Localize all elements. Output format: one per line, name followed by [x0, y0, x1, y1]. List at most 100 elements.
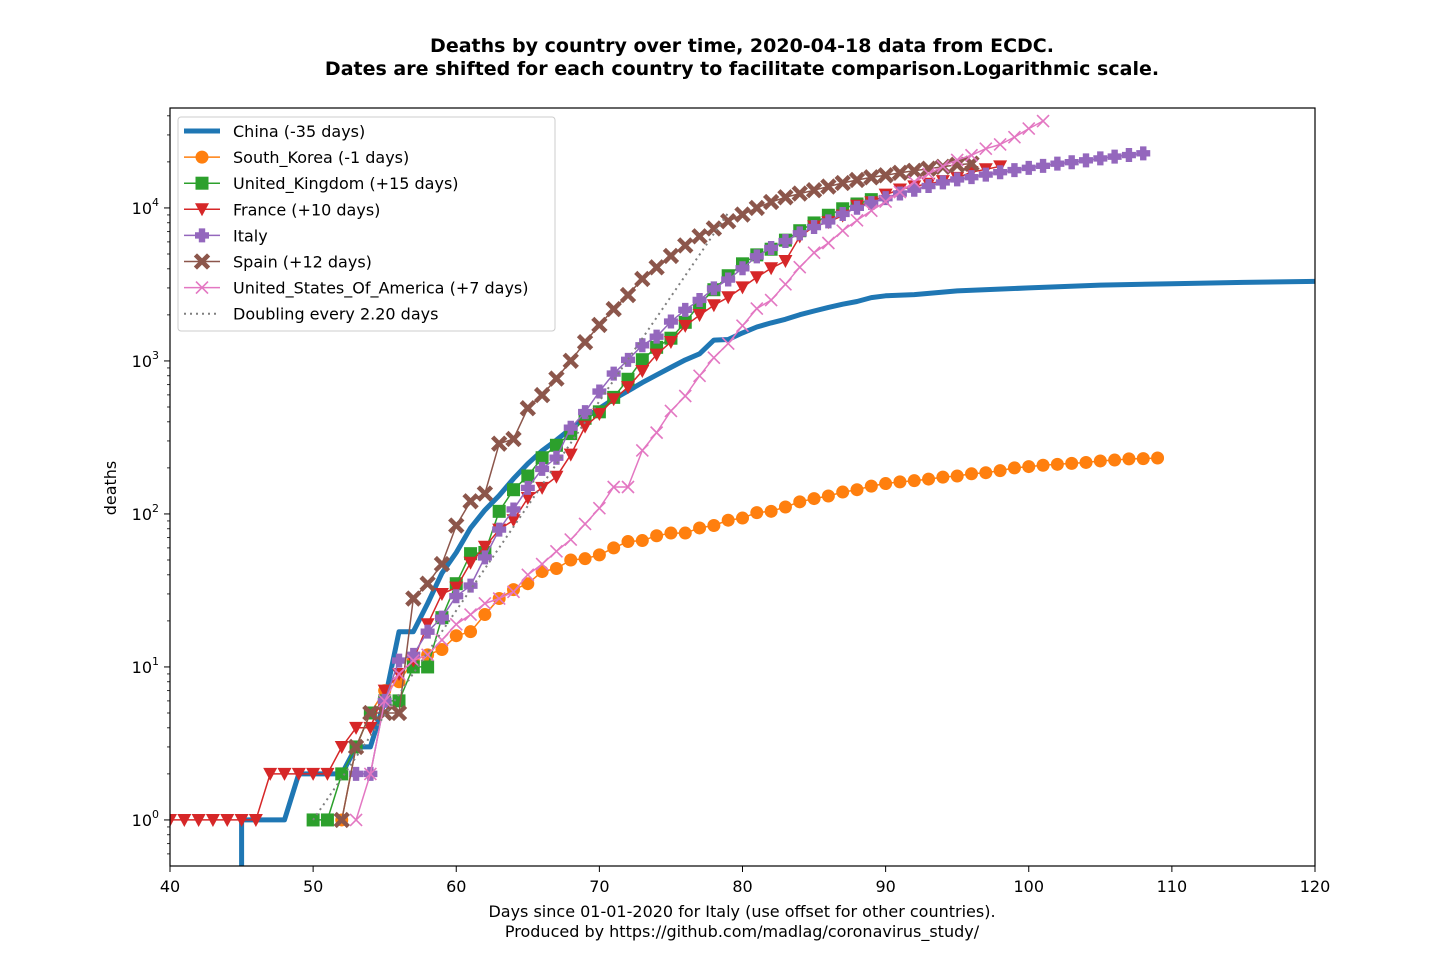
series-4-point-32 [807, 220, 822, 235]
series-6-point-1 [363, 767, 377, 781]
series-4-point-0 [349, 766, 364, 781]
series-3-point-2 [191, 813, 206, 827]
series-5-point-21 [634, 270, 651, 288]
x-tick-label-0: 40 [160, 877, 180, 896]
series-3-point-12 [334, 740, 349, 754]
legend-marker-5 [193, 253, 211, 270]
series-6-point-37 [879, 195, 893, 209]
series-4-point-8 [463, 578, 478, 593]
series-5-point-12 [505, 430, 522, 448]
series-6-point-16 [578, 517, 592, 531]
series-4-point-10 [492, 522, 507, 537]
series-4-point-21 [649, 329, 664, 344]
series-5-point-28 [734, 206, 751, 223]
x-tick-label-1: 50 [303, 877, 323, 896]
series-4-point-22 [663, 314, 678, 329]
series-5-point-34 [820, 178, 837, 195]
series-4-point-24 [692, 292, 707, 307]
series-3-point-9 [291, 767, 306, 781]
series-3-point-21 [463, 556, 478, 570]
series-4-point-50 [1064, 155, 1079, 170]
series-1-point-52 [1079, 455, 1093, 469]
legend-item-1: South_Korea (-1 days) [184, 148, 409, 168]
series-3-point-32 [621, 381, 635, 395]
series-3-point-1 [177, 813, 192, 827]
series-6-point-10 [492, 591, 506, 606]
series-6-point-19 [621, 480, 635, 494]
series-3-point-3 [205, 813, 220, 827]
series-6-point-30 [778, 277, 793, 291]
series-6-point-42 [950, 153, 964, 167]
series-5-point-18 [591, 316, 608, 334]
series-1-point-20 [621, 535, 635, 549]
series-5-point-22 [648, 259, 665, 276]
series-3-point-6 [248, 813, 263, 827]
series-5-point-32 [791, 185, 808, 202]
series-6-point-8 [463, 607, 478, 622]
legend-item-5: Spain (+12 days) [184, 253, 372, 272]
legend-label-2: United_Kingdom (+15 days) [233, 174, 459, 194]
series-1-point-8 [449, 629, 463, 643]
series-5-point-17 [576, 334, 594, 351]
legend-label-0: China (-35 days) [233, 122, 365, 141]
series-1-point-37 [864, 479, 878, 493]
series-6-point-15 [564, 533, 578, 547]
legend-item-2: United_Kingdom (+15 days) [184, 174, 459, 194]
legend-label-1: South_Korea (-1 days) [233, 148, 409, 168]
series-1-point-24 [678, 526, 692, 540]
series-7-line [312, 212, 730, 821]
series-6-point-40 [921, 167, 936, 181]
series-4-point-20 [635, 338, 650, 353]
series-1-point-34 [821, 489, 835, 503]
legend-marker-4 [195, 228, 209, 243]
series-4-point-51 [1079, 153, 1093, 168]
series-5-point-13 [519, 400, 536, 417]
series-2-point-2 [335, 767, 349, 781]
series-5-point-14 [533, 386, 551, 404]
series-4-point-45 [993, 165, 1008, 180]
series-3-point-43 [778, 254, 793, 268]
series-6-point-28 [750, 301, 764, 316]
series-2-point-13 [492, 504, 506, 518]
series-3-point-0 [170, 813, 177, 827]
series-4-point-3 [392, 653, 406, 668]
series-6-point-4 [406, 654, 420, 668]
series-6-point-9 [478, 596, 492, 611]
series-5-point-0 [333, 811, 350, 829]
series-4-point-27 [735, 261, 750, 276]
series-4-point-23 [678, 302, 693, 317]
series-1-point-49 [1036, 458, 1050, 472]
legend-item-7: Doubling every 2.20 days [184, 305, 438, 324]
series-1-point-15 [549, 561, 563, 575]
series-6-point-46 [1007, 130, 1022, 144]
series-4-point-13 [535, 461, 550, 476]
series-3-point-14 [363, 721, 378, 735]
series-1-point-45 [979, 466, 993, 480]
series-3-point-25 [520, 492, 535, 506]
series-5-point-15 [548, 370, 565, 387]
series-4-point-48 [1036, 158, 1051, 173]
series-4-point-52 [1093, 151, 1108, 166]
series-6-point-38 [893, 185, 907, 199]
series-4-point-19 [621, 352, 635, 367]
series-3-point-5 [234, 813, 249, 827]
series-4-point-18 [606, 366, 621, 381]
series-1-point-17 [578, 552, 592, 566]
series-4-point-42 [950, 172, 965, 187]
series-6-point-32 [807, 246, 821, 260]
series-1-point-56 [1136, 452, 1150, 466]
series-2-point-23 [635, 353, 649, 367]
series-5-point-29 [748, 199, 765, 217]
series-2-point-17 [549, 438, 563, 452]
series-1-point-50 [1050, 457, 1064, 471]
series-3-point-22 [477, 540, 492, 554]
series-6 [349, 114, 1050, 827]
series-1-point-51 [1065, 456, 1079, 470]
legend-item-4: Italy [184, 226, 268, 245]
series-3-point-27 [549, 470, 564, 484]
x-tick-label-6: 100 [1013, 877, 1044, 896]
series-1-point-55 [1122, 452, 1136, 466]
series-4-point-36 [864, 195, 879, 210]
series-4-point-9 [477, 550, 492, 565]
